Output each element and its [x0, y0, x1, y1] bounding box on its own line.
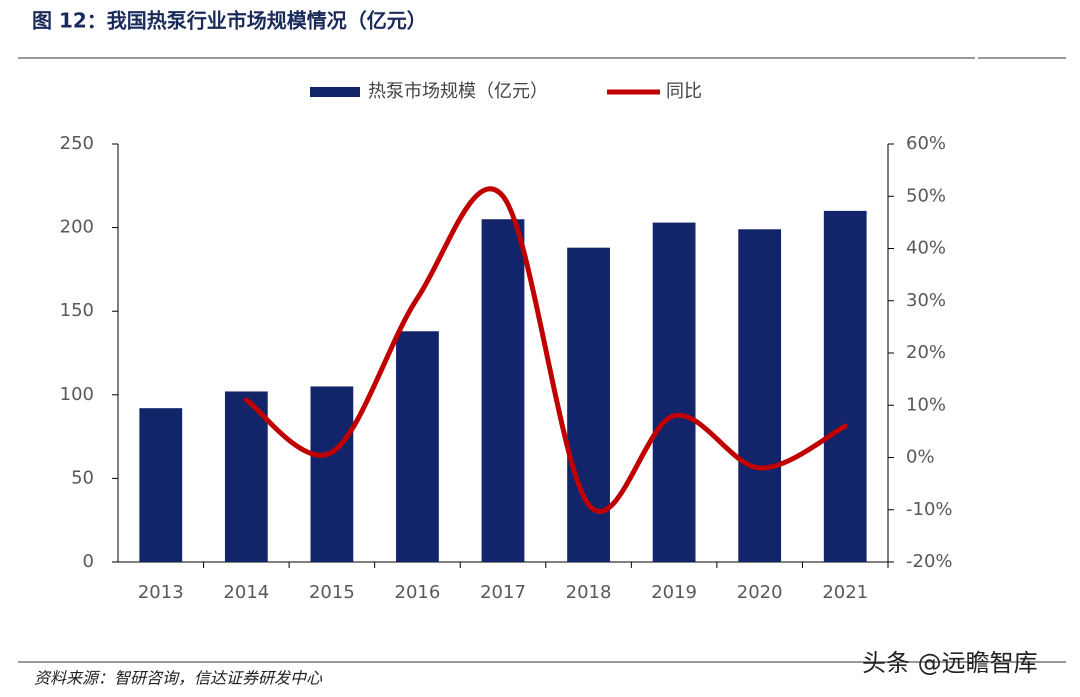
source-note: 资料来源：智研咨询，信达证券研发中心: [34, 669, 323, 688]
y2-tick-label: -20%: [906, 551, 953, 572]
y2-tick-label: 50%: [906, 185, 946, 206]
bar: [567, 247, 610, 562]
y2-tick-label: 10%: [906, 394, 946, 415]
bar: [139, 408, 183, 562]
y2-tick-label: 40%: [906, 238, 946, 259]
x-tick-label: 2016: [395, 582, 441, 603]
bar: [481, 219, 525, 563]
y-tick-label: 0: [83, 551, 94, 572]
x-tick-label: 2013: [138, 582, 184, 603]
legend-label: 热泵市场规模（亿元）: [368, 81, 548, 102]
y2-tick-label: 0%: [906, 447, 935, 468]
bar: [396, 331, 439, 562]
watermark: 头条 @远瞻智库: [862, 649, 1038, 677]
x-tick-label: 2014: [223, 582, 269, 603]
y-tick-label: 250: [60, 133, 94, 154]
bar: [823, 210, 867, 562]
x-tick-label: 2020: [737, 582, 783, 603]
bar: [224, 391, 268, 562]
x-tick-label: 2017: [480, 582, 526, 603]
y-tick-label: 50: [71, 467, 94, 488]
chart-title: 图 12：我国热泵行业市场规模情况（亿元）: [32, 9, 427, 33]
x-tick-label: 2018: [566, 582, 612, 603]
y2-tick-label: 60%: [906, 133, 946, 154]
bar: [738, 229, 782, 562]
y-tick-label: 200: [60, 217, 94, 238]
x-tick-label: 2021: [822, 582, 868, 603]
legend-swatch-bar: [310, 87, 360, 97]
y-tick-label: 150: [60, 300, 94, 321]
legend-label: 同比: [666, 81, 702, 102]
y2-tick-label: -10%: [906, 499, 953, 520]
y2-tick-label: 30%: [906, 290, 946, 311]
bar: [652, 222, 696, 563]
x-tick-label: 2015: [309, 582, 355, 603]
x-tick-label: 2019: [651, 582, 697, 603]
bar: [310, 386, 354, 562]
y2-tick-label: 20%: [906, 342, 946, 363]
y-tick-label: 100: [60, 384, 94, 405]
line-series: [243, 186, 848, 514]
